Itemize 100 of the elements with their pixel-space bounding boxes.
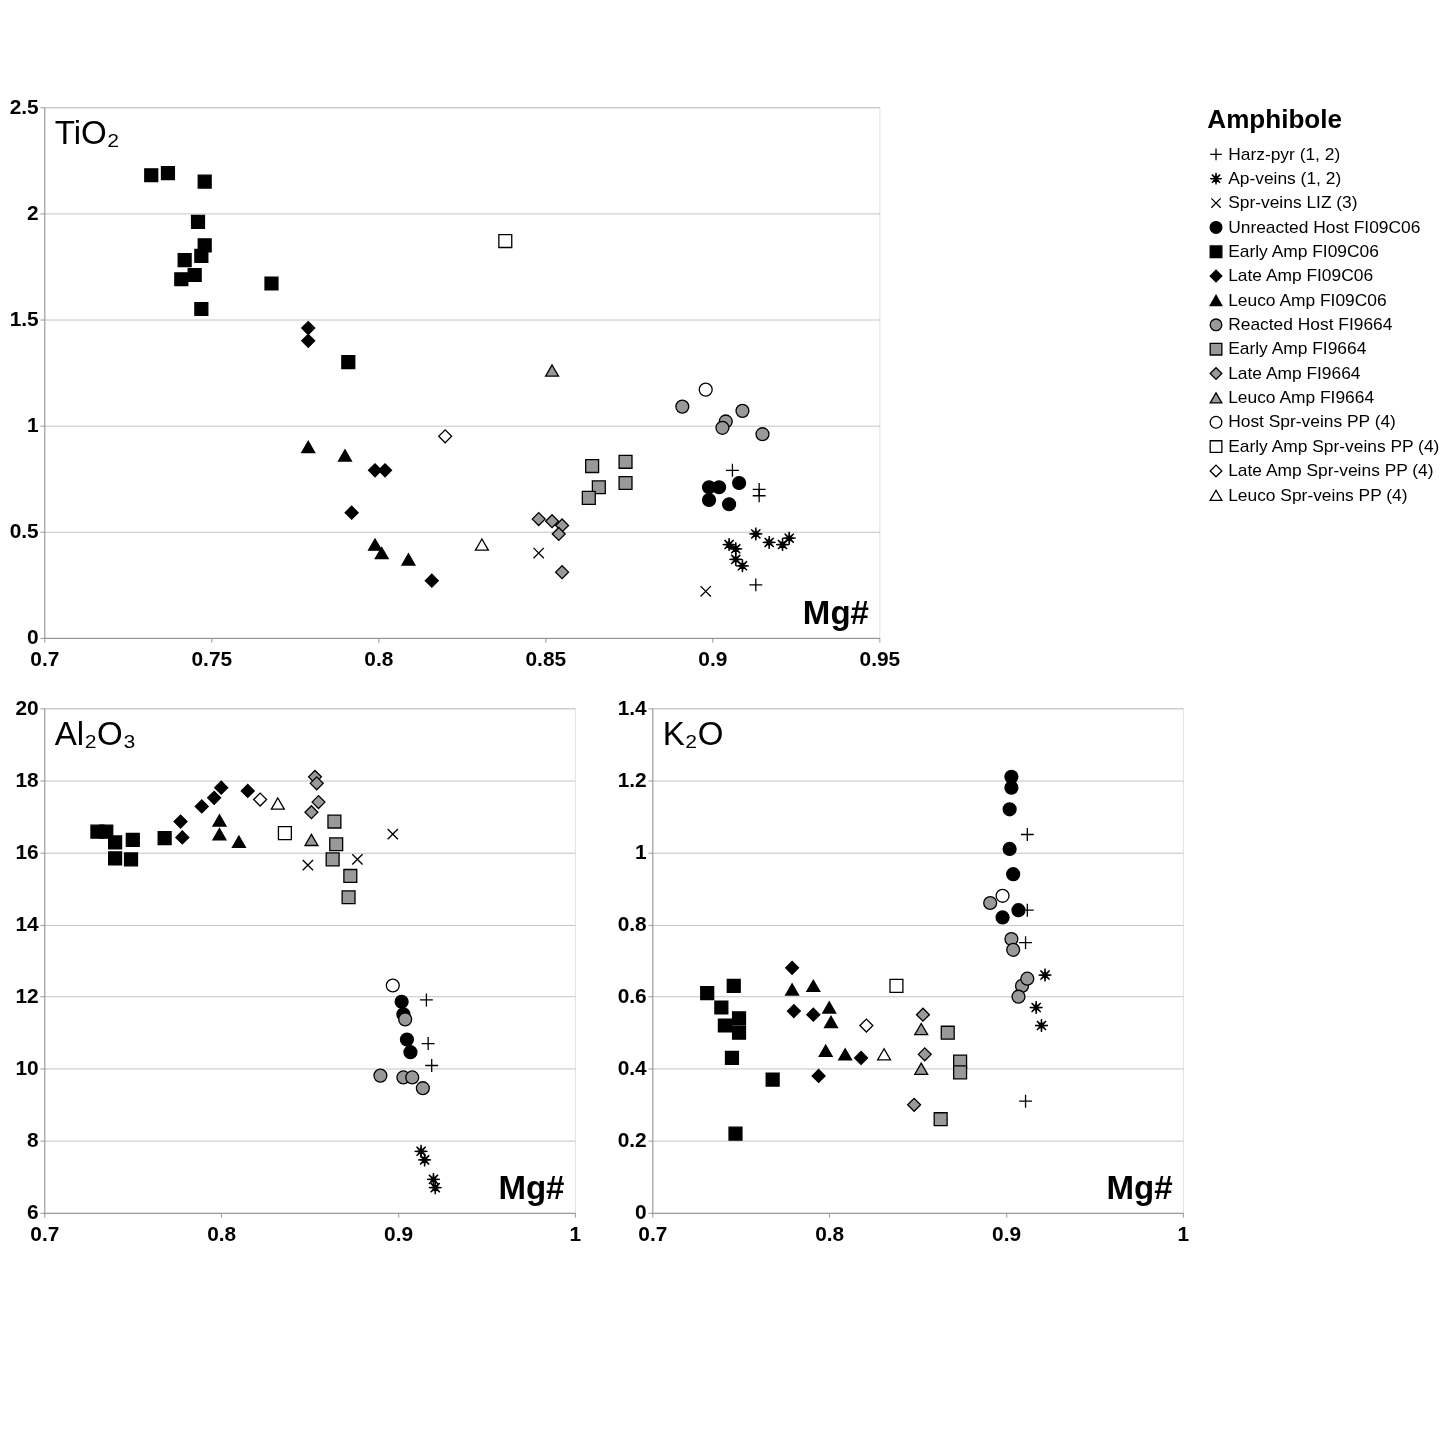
point <box>822 1001 837 1014</box>
point <box>270 797 285 810</box>
point <box>424 573 439 588</box>
x-axis-title: Mg# <box>1106 1168 1173 1206</box>
y-tick-label: 2.5 <box>9 94 40 118</box>
legend-label: Late Amp Spr-veins PP (4) <box>1228 460 1434 481</box>
point <box>325 852 340 867</box>
point <box>367 538 383 551</box>
legend-label: Host Spr-veins PP (4) <box>1228 411 1396 432</box>
y-tick-label: 0.2 <box>617 1128 647 1152</box>
point <box>1006 942 1021 957</box>
point <box>717 1018 732 1033</box>
point <box>125 832 140 848</box>
point <box>108 851 123 866</box>
point <box>995 888 1010 903</box>
legend-label: Late Amp FI9664 <box>1228 362 1361 383</box>
point <box>277 825 292 841</box>
y-tick-label: 18 <box>15 768 39 791</box>
point <box>983 895 998 911</box>
point <box>174 272 189 287</box>
y-tick-label: 16 <box>15 840 39 864</box>
point <box>405 1070 420 1085</box>
legend-label: Ap-veins (1, 2) <box>1228 167 1342 188</box>
point <box>438 429 453 444</box>
x-tick-label: 0.9 <box>992 1222 1022 1246</box>
point <box>699 585 712 598</box>
point <box>1006 867 1021 882</box>
point <box>1004 780 1019 795</box>
point <box>474 538 490 551</box>
point <box>714 1000 729 1015</box>
x-tick-label: 0.8 <box>364 647 394 671</box>
point <box>374 546 389 560</box>
x-tick-label: 1 <box>569 1222 582 1246</box>
point <box>752 488 767 503</box>
point <box>581 490 596 505</box>
point <box>386 828 399 840</box>
point <box>1020 827 1035 842</box>
point <box>344 505 359 520</box>
point <box>253 792 268 807</box>
x-tick-label: 0.7 <box>30 1222 60 1246</box>
y-axis-title: Al₂O₃ <box>54 714 137 752</box>
point <box>123 852 139 867</box>
point <box>917 1047 932 1062</box>
point <box>765 1072 780 1087</box>
point <box>341 354 356 370</box>
point <box>421 1036 436 1051</box>
y-tick-label: 2 <box>27 201 39 224</box>
point <box>876 1048 892 1061</box>
point <box>544 514 560 529</box>
point <box>731 1025 747 1040</box>
point <box>585 458 600 474</box>
legend-title: Amphibole <box>1207 104 1343 135</box>
point <box>823 1015 839 1029</box>
x-tick-label: 0.7 <box>30 647 60 671</box>
x-tick-label: 0.7 <box>638 1222 668 1246</box>
x-tick-label: 0.8 <box>815 1222 845 1246</box>
x-tick-label: 0.8 <box>207 1222 237 1246</box>
point <box>1011 903 1026 918</box>
point <box>264 276 279 291</box>
point <box>726 978 741 993</box>
point <box>403 1045 418 1060</box>
y-tick-label: 1.2 <box>617 768 647 791</box>
point <box>304 833 319 847</box>
point <box>715 420 730 435</box>
y-tick-label: 0.4 <box>617 1056 648 1080</box>
point <box>415 1081 430 1096</box>
x-axis-title: Mg# <box>498 1168 565 1206</box>
y-tick-label: 20 <box>15 695 39 719</box>
point <box>329 837 344 852</box>
point <box>544 364 560 377</box>
point <box>853 1050 869 1066</box>
point <box>301 333 316 348</box>
y-axis-title: K₂O <box>662 714 724 752</box>
point <box>721 497 737 512</box>
point <box>532 547 545 559</box>
point <box>531 511 546 527</box>
x-axis-title: Mg# <box>802 594 869 632</box>
point <box>755 427 770 442</box>
point <box>1037 967 1053 983</box>
x-tick-label: 1 <box>1177 1222 1190 1246</box>
point <box>207 790 222 805</box>
point <box>782 531 797 546</box>
legend-label: Late Amp FI09C06 <box>1228 265 1374 286</box>
point <box>1002 802 1017 817</box>
point <box>591 480 606 495</box>
point <box>302 859 314 871</box>
point <box>1011 989 1026 1004</box>
point <box>933 1112 948 1127</box>
point <box>190 214 206 230</box>
point <box>194 799 209 814</box>
point <box>160 166 176 181</box>
y-tick-label: 0.6 <box>617 984 647 1008</box>
point <box>309 776 324 791</box>
point <box>419 992 434 1008</box>
y-tick-label: 0 <box>27 625 39 649</box>
point <box>398 1012 413 1027</box>
legend-label: Early Amp Spr-veins PP (4) <box>1228 435 1440 456</box>
x-tick-label: 0.9 <box>384 1222 414 1246</box>
point <box>214 780 229 795</box>
point <box>698 382 713 397</box>
